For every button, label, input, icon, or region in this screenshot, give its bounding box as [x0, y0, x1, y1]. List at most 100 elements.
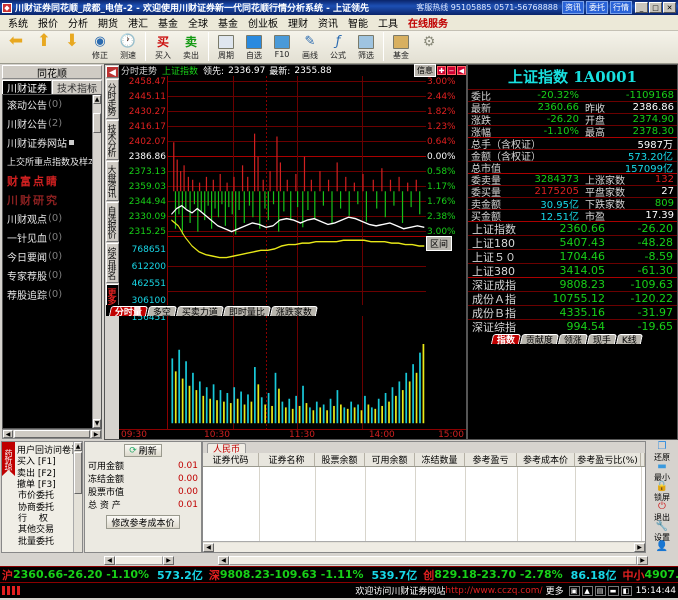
- close-button[interactable]: ✕: [663, 2, 676, 13]
- trade-menu-cancel[interactable]: 撤单 [F3]: [17, 480, 56, 491]
- index-row[interactable]: 上证380 3414.05 -61.30: [468, 263, 677, 278]
- index-row[interactable]: 上证指数 2360.66 -26.20: [468, 221, 677, 236]
- index-row[interactable]: 上证180 5407.43 -48.28: [468, 235, 677, 250]
- left-hscrollbar[interactable]: ◀ ▶: [104, 555, 200, 565]
- tray-alert-icon[interactable]: ▲: [581, 585, 593, 596]
- vtab-intraday[interactable]: 分时走势: [105, 79, 119, 119]
- vtab-watchlist[interactable]: 自选报价: [105, 202, 119, 242]
- sidebar-item-website[interactable]: 川财证券网站: [3, 133, 101, 152]
- col-available-balance[interactable]: 可用余额: [365, 453, 415, 466]
- menu-item-tools[interactable]: 工具: [378, 19, 398, 30]
- sidebar-tab-indicators[interactable]: 技术指标: [52, 80, 102, 95]
- index-row[interactable]: 深证成指 9808.23 -109.63: [468, 277, 677, 292]
- grid-body[interactable]: [203, 467, 645, 541]
- lock-screen-button[interactable]: 🔒 锁屏: [647, 481, 677, 502]
- exit-button[interactable]: ⏻ 退出: [647, 501, 677, 522]
- menu-item-info[interactable]: 资讯: [318, 19, 338, 30]
- grid-hscrollbar-2[interactable]: ◀ ▶: [218, 555, 648, 565]
- trade-menu-market-order[interactable]: 市价委托: [18, 491, 55, 502]
- toolbar-up-button[interactable]: ⬆: [30, 32, 58, 63]
- status-more[interactable]: 更多: [545, 587, 564, 597]
- grid-tab-rmb[interactable]: 人民币: [207, 443, 247, 455]
- bchart-tab-buysell[interactable]: 买卖力道: [175, 306, 225, 318]
- menu-item-futures[interactable]: 期货: [98, 19, 118, 30]
- menu-item-fund2[interactable]: 基金: [218, 19, 238, 30]
- sidebar-item-sharp[interactable]: 一针见血 (0): [3, 228, 101, 247]
- tray-calendar-icon[interactable]: ▤: [594, 585, 606, 596]
- col-stock-balance[interactable]: 股票余额: [315, 453, 365, 466]
- refresh-button[interactable]: ⟳ 刷新: [124, 444, 162, 457]
- toolbar-down-button[interactable]: ⬇: [58, 32, 86, 63]
- chart-plot[interactable]: [167, 76, 426, 429]
- sidebar-vertical-scrollbar[interactable]: ▲ ▼: [92, 95, 101, 428]
- trade-menu-batch[interactable]: 批量委托: [18, 536, 55, 547]
- scroll-left-icon[interactable]: ◀: [104, 555, 115, 565]
- toolbar-revise-button[interactable]: ◉ 修正: [86, 32, 114, 63]
- toolbar-formula-button[interactable]: ƒ 公式: [324, 32, 352, 63]
- title-tag-trade[interactable]: 委托: [586, 1, 608, 14]
- toolbar-settings-button[interactable]: ⚙: [415, 32, 443, 63]
- quote-tab-ticks[interactable]: 现手: [586, 334, 618, 346]
- scroll-down-icon[interactable]: ▼: [93, 419, 101, 428]
- col-ref-pnl-ratio[interactable]: 参考盈亏比(%): [575, 453, 641, 466]
- status-url[interactable]: http://www.cczq.com/: [445, 585, 543, 596]
- menu-item-fund1[interactable]: 基金: [158, 19, 178, 30]
- bchart-tab-volratio[interactable]: 即时量比: [222, 306, 272, 318]
- scroll-thumb[interactable]: [93, 113, 101, 133]
- trade-menu-sell[interactable]: 卖出 [F2]: [17, 468, 56, 479]
- bchart-tab-volume[interactable]: 分时量: [108, 306, 149, 318]
- scroll-up-icon[interactable]: ▲: [74, 442, 82, 451]
- col-ref-pnl[interactable]: 参考盈亏: [465, 453, 517, 466]
- col-extra[interactable]: [641, 453, 645, 466]
- scroll-left-icon[interactable]: ◀: [3, 430, 13, 438]
- scroll-right-icon[interactable]: ▶: [637, 555, 648, 565]
- index-row[interactable]: 深证综指 994.54 -19.65: [468, 319, 677, 334]
- maximize-button[interactable]: □: [649, 2, 662, 13]
- col-security-code[interactable]: 证券代码: [203, 453, 259, 466]
- toolbar-back-button[interactable]: ⬅: [2, 32, 30, 63]
- range-button[interactable]: 区间: [426, 236, 453, 251]
- toolbar-fund-button[interactable]: 基金: [387, 32, 415, 63]
- chart-canvas[interactable]: 分时走势 上证指数 领先: 2336.97 最新: 2355.88 信息 ✚ −…: [119, 64, 466, 440]
- sidebar-horizontal-scrollbar[interactable]: ◀ ▶: [2, 429, 102, 439]
- col-security-name[interactable]: 证券名称: [259, 453, 315, 466]
- settings-button[interactable]: 🔧 设置: [647, 521, 677, 542]
- toolbar-sell-button[interactable]: 卖 卖出: [177, 32, 205, 63]
- minimize-side-button[interactable]: ▬ 最小: [647, 461, 677, 482]
- index-row[interactable]: 上证５０ 1704.46 -8.59: [468, 249, 677, 264]
- modify-cost-button[interactable]: 修改参考成本价: [106, 515, 180, 529]
- scroll-right-icon[interactable]: ▶: [163, 555, 174, 565]
- chart-back-icon[interactable]: ◀: [457, 66, 466, 75]
- chart-info-button[interactable]: 信息: [414, 64, 436, 77]
- sidebar-section-wealth[interactable]: 财富点睛: [7, 174, 59, 188]
- assistant-button[interactable]: 👤: [647, 541, 677, 554]
- toolbar-speed-button[interactable]: 🕐 测速: [114, 32, 142, 63]
- index-ticker-bar[interactable]: 沪 2360.66-26.20 -1.10% 573.2亿 深 9808.23-…: [0, 566, 678, 583]
- menu-item-hkfx[interactable]: 港汇: [128, 19, 148, 30]
- scroll-thumb-h[interactable]: [229, 555, 637, 565]
- toolbar-drawline-button[interactable]: ✎ 画线: [296, 32, 324, 63]
- trade-menu-other[interactable]: 其他交易: [18, 525, 55, 536]
- vtab-collapse-icon[interactable]: ◀: [105, 66, 119, 78]
- trade-menu-survey[interactable]: 用户回访问卷调查: [17, 446, 83, 457]
- tray-monitor-icon[interactable]: ▣: [568, 585, 580, 596]
- menu-item-online-service[interactable]: 在线服务: [408, 19, 448, 30]
- scroll-right-icon[interactable]: ▶: [91, 430, 101, 438]
- col-ref-cost[interactable]: 参考成本价: [517, 453, 575, 466]
- scroll-thumb[interactable]: [74, 452, 82, 494]
- scroll-thumb-h[interactable]: [214, 542, 634, 552]
- menu-item-quote[interactable]: 报价: [38, 19, 58, 30]
- sidebar-item-notice[interactable]: 川财公告 (2): [3, 114, 101, 133]
- title-tag-quote[interactable]: 行情: [610, 1, 632, 14]
- col-frozen-qty[interactable]: 冻结数量: [415, 453, 465, 466]
- sidebar-item-rolling-notice[interactable]: 滚动公告 (0): [3, 95, 101, 114]
- menu-item-gem[interactable]: 创业板: [248, 19, 278, 30]
- trade-menu-scrollbar[interactable]: ▲: [73, 442, 82, 552]
- toolbar-filter-button[interactable]: 筛选: [352, 32, 380, 63]
- menu-item-finance[interactable]: 理财: [288, 19, 308, 30]
- index-row[interactable]: 成份Ｂ指 4335.16 -31.97: [468, 305, 677, 320]
- tray-message-icon[interactable]: ▬: [607, 585, 619, 596]
- menu-item-system[interactable]: 系统: [8, 19, 28, 30]
- trade-menu-buy[interactable]: 买入 [F1]: [17, 457, 56, 468]
- chart-minus-icon[interactable]: −: [447, 66, 456, 75]
